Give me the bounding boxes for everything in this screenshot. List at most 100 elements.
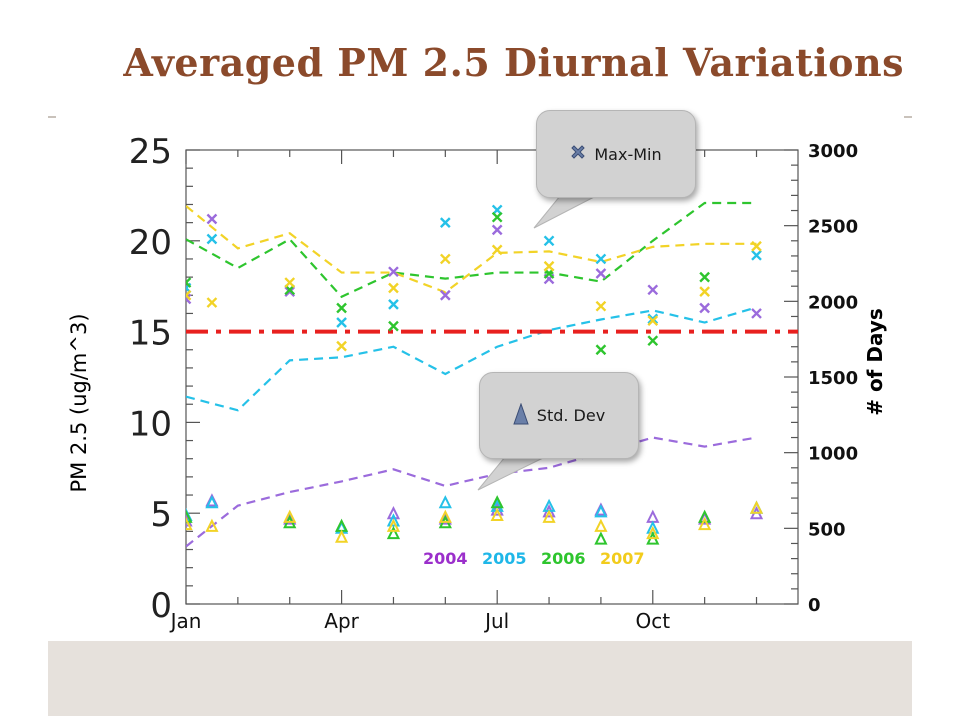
year-legend: 2004 2005 2006 2007 <box>423 549 645 568</box>
y2-tick-label: 0 <box>808 595 821 616</box>
maxmin-marker-2007 <box>388 282 399 294</box>
days-line-2006 <box>186 201 757 299</box>
maxmin-marker-2005 <box>647 313 659 325</box>
maxmin-marker-2007 <box>595 300 607 312</box>
maxmin-marker-2005 <box>336 317 347 328</box>
maxmin-marker-2004 <box>595 268 607 279</box>
maxmin-marker-2006 <box>491 211 503 223</box>
x-marker-icon <box>570 144 586 164</box>
maxmin-marker-2007 <box>284 277 296 288</box>
std-dev-box: Std. Dev <box>479 372 639 459</box>
stddev-marker-2007 <box>749 500 764 514</box>
stddev-marker-2005 <box>386 513 401 527</box>
maxmin-marker-2004 <box>186 293 192 305</box>
stddev-marker-2007 <box>205 518 219 532</box>
stddev-marker-2007 <box>542 509 556 523</box>
stddev-marker-2006 <box>186 509 193 523</box>
stddev-marker-2005 <box>438 495 452 509</box>
y2-tick-label: 1500 <box>808 368 858 389</box>
days-line-2004 <box>186 436 757 548</box>
maxmin-marker-2006 <box>595 344 607 356</box>
stddev-marker-2006 <box>698 509 712 523</box>
y2-tick-label: 2000 <box>808 292 858 313</box>
y-tick-label: 20 <box>129 223 172 263</box>
x-tick-label: Jan <box>169 609 202 633</box>
maxmin-marker-2004 <box>751 308 762 319</box>
maxmin-marker-2007 <box>186 289 192 301</box>
stddev-marker-2006 <box>594 531 608 545</box>
maxmin-marker-2006 <box>336 302 347 314</box>
maxmin-marker-2005 <box>751 249 762 261</box>
y-tick-label: 15 <box>129 314 172 354</box>
maxmin-marker-2004 <box>439 289 451 301</box>
maxmin-marker-2007 <box>699 286 710 297</box>
stddev-marker-2004 <box>490 502 504 516</box>
stddev-marker-2007 <box>186 516 193 531</box>
maxmin-marker-2004 <box>388 266 399 278</box>
y-tick-label: 10 <box>129 404 172 444</box>
x-tick-label: Jul <box>483 609 509 633</box>
maxmin-marker-2006 <box>699 271 710 283</box>
x-tick-label: Apr <box>324 609 359 633</box>
stddev-marker-2005 <box>205 495 219 509</box>
stddev-marker-2007 <box>698 516 712 531</box>
maxmin-marker-2006 <box>647 335 659 347</box>
slide-title: Averaged PM 2.5 Diurnal Variations <box>123 40 904 85</box>
legend-year-2007: 2007 <box>600 549 645 568</box>
y2-tick-label: 1000 <box>808 444 858 465</box>
maxmin-marker-2004 <box>699 302 710 314</box>
y2-tick-label: 500 <box>808 519 846 540</box>
maxmin-marker-2006 <box>186 277 192 288</box>
maxmin-marker-2005 <box>595 253 607 265</box>
maxmin-marker-2005 <box>543 235 555 247</box>
maxmin-marker-2007 <box>751 240 762 252</box>
y2-tick-label: 3000 <box>808 141 858 162</box>
maxmin-marker-2007 <box>206 297 218 308</box>
y-tick-label: 0 <box>150 586 172 626</box>
maxmin-marker-2004 <box>206 213 218 225</box>
stddev-marker-2007 <box>283 509 297 523</box>
maxmin-marker-2004 <box>647 284 659 296</box>
y-tick-label: 25 <box>129 132 172 172</box>
maxmin-marker-2005 <box>206 233 218 245</box>
y-axis-label: PM 2.5 (ug/m^3) <box>67 313 91 492</box>
maxmin-marker-2004 <box>284 286 296 297</box>
footer-band <box>48 641 912 716</box>
stddev-marker-2007 <box>490 507 504 522</box>
max-min-box: Max-Min <box>536 110 696 198</box>
max-min-label: Max-Min <box>594 144 662 164</box>
title-divider <box>48 116 912 118</box>
stddev-marker-2005 <box>594 504 608 518</box>
days-line-2005 <box>186 306 757 412</box>
std-dev-pointer <box>477 456 546 491</box>
x-tick-label: Oct <box>635 609 670 633</box>
maxmin-marker-2007 <box>491 244 503 256</box>
stddev-marker-2004 <box>386 505 401 520</box>
maxmin-marker-2007 <box>543 260 555 272</box>
stddev-marker-2006 <box>490 495 504 509</box>
maxmin-marker-2007 <box>647 315 659 327</box>
stddev-marker-2007 <box>386 518 401 532</box>
data-layer <box>186 201 798 548</box>
y2-tick-label: 2500 <box>808 217 858 238</box>
y-tick-label: 5 <box>150 495 172 535</box>
maxmin-marker-2005 <box>439 217 451 228</box>
maxmin-marker-2007 <box>439 253 451 265</box>
triangle-marker-icon <box>513 401 529 429</box>
legend-year-2004: 2004 <box>423 549 468 568</box>
stddev-marker-2007 <box>594 518 608 532</box>
stddev-marker-2007 <box>646 525 660 540</box>
days-line-2007 <box>186 205 757 294</box>
legend-year-2006: 2006 <box>541 549 586 568</box>
stddev-marker-2006 <box>386 525 401 540</box>
stddev-marker-2007 <box>438 509 452 523</box>
maxmin-marker-2006 <box>388 320 399 332</box>
stddev-marker-2007 <box>334 529 349 543</box>
maxmin-marker-2007 <box>336 340 347 352</box>
std-dev-label: Std. Dev <box>536 406 606 425</box>
maxmin-marker-2005 <box>388 299 399 310</box>
y2-axis-label: # of Days <box>863 308 887 416</box>
legend-year-2005: 2005 <box>482 549 527 568</box>
tick-labels: 0 5 10 15 20 25 0 500 1000 1500 2000 2500 3000 Jan Apr… <box>129 132 858 633</box>
maxmin-marker-2004 <box>491 224 503 236</box>
